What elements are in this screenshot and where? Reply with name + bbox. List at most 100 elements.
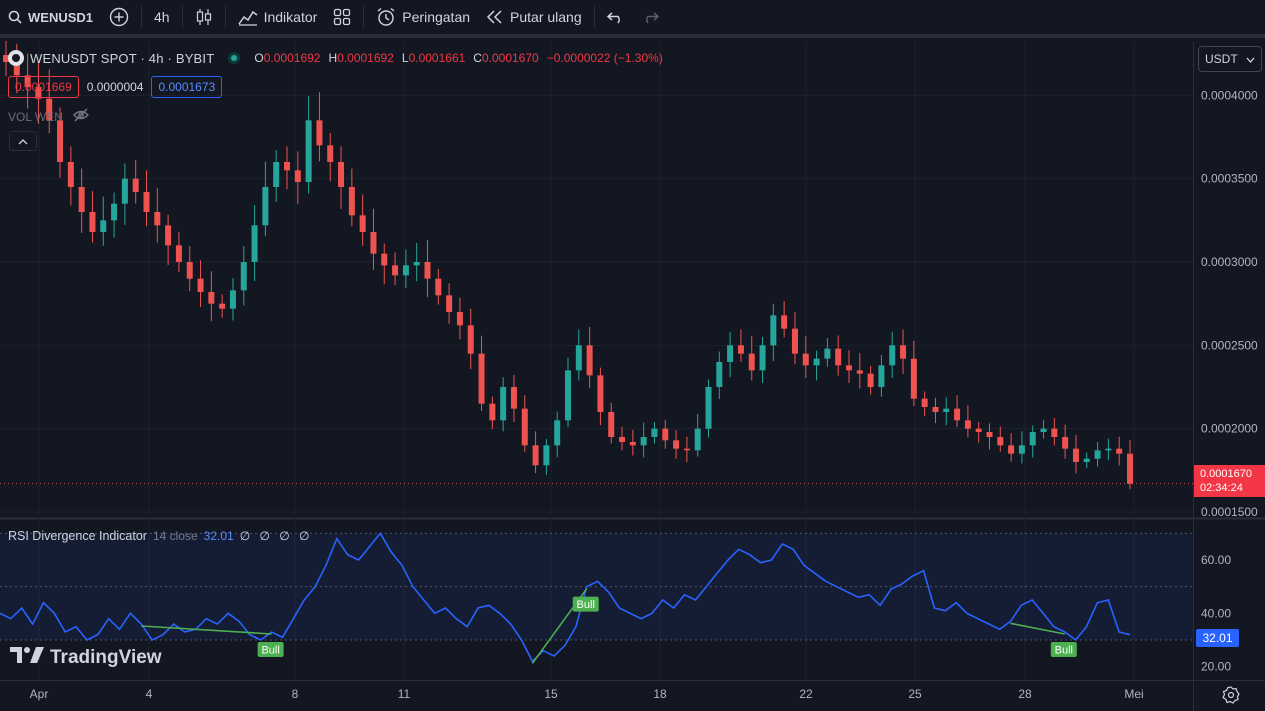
candle-body [435, 278, 442, 296]
add-circle-icon [109, 7, 129, 27]
time-tick-label: 18 [653, 687, 667, 701]
market-status-icon [228, 52, 241, 64]
candle-body [240, 262, 247, 291]
candle-body [856, 370, 863, 374]
eye-off-icon[interactable] [72, 108, 89, 125]
candle-body [24, 75, 31, 87]
symbol-search[interactable]: WENUSD1 [0, 0, 101, 36]
candle-body [100, 220, 107, 232]
candle-body [424, 262, 431, 279]
rsi-title[interactable]: RSI Divergence Indicator [8, 529, 147, 543]
bull-label-box [1050, 642, 1077, 657]
candle-body [348, 187, 355, 216]
toolbar-divider [593, 6, 595, 28]
candle-body [510, 387, 517, 409]
candle-body [705, 387, 712, 429]
volume-legend: VOL WEN [8, 108, 89, 125]
sell-button[interactable]: 0.0001669 [8, 76, 79, 98]
candle-body [986, 432, 993, 437]
candle-body [1062, 437, 1069, 449]
candle-body [770, 315, 777, 346]
time-tick-label: 25 [908, 687, 922, 701]
candle-body [867, 373, 874, 387]
candle-body [143, 192, 150, 212]
spread-value: 0.0000004 [86, 80, 144, 94]
candle-body [3, 55, 9, 62]
bull-label: Bull [577, 599, 595, 611]
candle-body [111, 203, 118, 221]
candle-body [932, 407, 939, 412]
undo-button[interactable] [599, 0, 633, 36]
rsi-params: 14 close [152, 529, 198, 543]
candle-body [175, 245, 182, 262]
rsi-legend: RSI Divergence Indicator 14 close 32.01 … [8, 529, 313, 543]
compare-button[interactable] [101, 0, 137, 36]
replay-label: Putar ulang [510, 9, 582, 25]
candle-body [262, 187, 269, 226]
candle-body [78, 187, 85, 212]
bull-divergence-line [141, 625, 272, 635]
candle-body [251, 225, 258, 262]
candle-body [662, 428, 669, 441]
candle-body [467, 325, 474, 354]
candle-body [1008, 445, 1015, 454]
candle-body [1051, 428, 1058, 437]
alerts-button[interactable]: Peringatan [368, 0, 478, 36]
candle-body [402, 265, 409, 276]
candle-body [759, 345, 766, 371]
ohlc-values: O0.0001692 H0.0001692 L0.0001661 C0.0001… [254, 51, 662, 65]
candle-body [781, 315, 788, 329]
candle-body [997, 437, 1004, 446]
buy-button[interactable]: 0.0001673 [151, 76, 223, 98]
candle-body [229, 290, 236, 309]
candle-body [186, 262, 193, 279]
top-toolbar: WENUSD1 4h Indikator Peringatan [0, 0, 1265, 38]
undo-icon [606, 10, 625, 24]
indicators-button[interactable]: Indikator [230, 0, 326, 36]
bull-divergence-line [1010, 622, 1065, 635]
time-tick-label: 4 [146, 687, 153, 701]
candle-body [619, 437, 626, 442]
brand-name: TradingView [50, 647, 162, 668]
alarm-clock-icon [376, 7, 396, 27]
candle-body [338, 162, 345, 187]
candle-body [565, 370, 571, 421]
tradingview-logo[interactable]: TradingView [10, 647, 162, 669]
candle-body [381, 253, 388, 266]
candle-body [683, 448, 690, 451]
layouts-button[interactable] [325, 0, 359, 36]
candle-body [1040, 428, 1047, 432]
low-value: 0.0001661 [408, 51, 466, 65]
chevron-up-icon [18, 134, 28, 148]
low-key: L [401, 51, 409, 65]
time-tick-label: 8 [292, 687, 299, 701]
collapse-legend-button[interactable] [9, 131, 37, 151]
replay-button[interactable]: Putar ulang [478, 0, 590, 36]
open-key: O [254, 51, 264, 65]
time-tick-label: Apr [30, 687, 49, 701]
high-key: H [328, 51, 338, 65]
candle-body [284, 162, 290, 171]
symbol-title[interactable]: WENUSDT SPOT · 4h · BYBIT [30, 50, 215, 66]
candle-body [1105, 448, 1112, 451]
alerts-label: Peringatan [402, 9, 471, 25]
redo-button[interactable] [633, 0, 667, 36]
rsi-tick-label: 20.00 [1201, 660, 1231, 674]
bull-label-box [572, 596, 599, 612]
chart-type-button[interactable] [187, 0, 221, 36]
candles-icon [195, 8, 213, 26]
rsi-tick-label: 60.00 [1201, 553, 1231, 567]
candle-body [748, 353, 755, 371]
interval-button[interactable]: 4h [146, 0, 178, 36]
candle-body [543, 445, 550, 466]
chart-settings-button[interactable] [1222, 686, 1242, 706]
change-value: −0.0000022 (−1.30%) [546, 51, 663, 65]
price-tick-label: 0.0004000 [1201, 88, 1258, 102]
candle-body [46, 98, 53, 121]
rsi-value: 32.01 [203, 529, 234, 543]
candle-body [478, 353, 485, 404]
candle-body [835, 348, 842, 366]
bull-label: Bull [1055, 645, 1073, 657]
currency-select[interactable]: USDT [1198, 46, 1262, 72]
